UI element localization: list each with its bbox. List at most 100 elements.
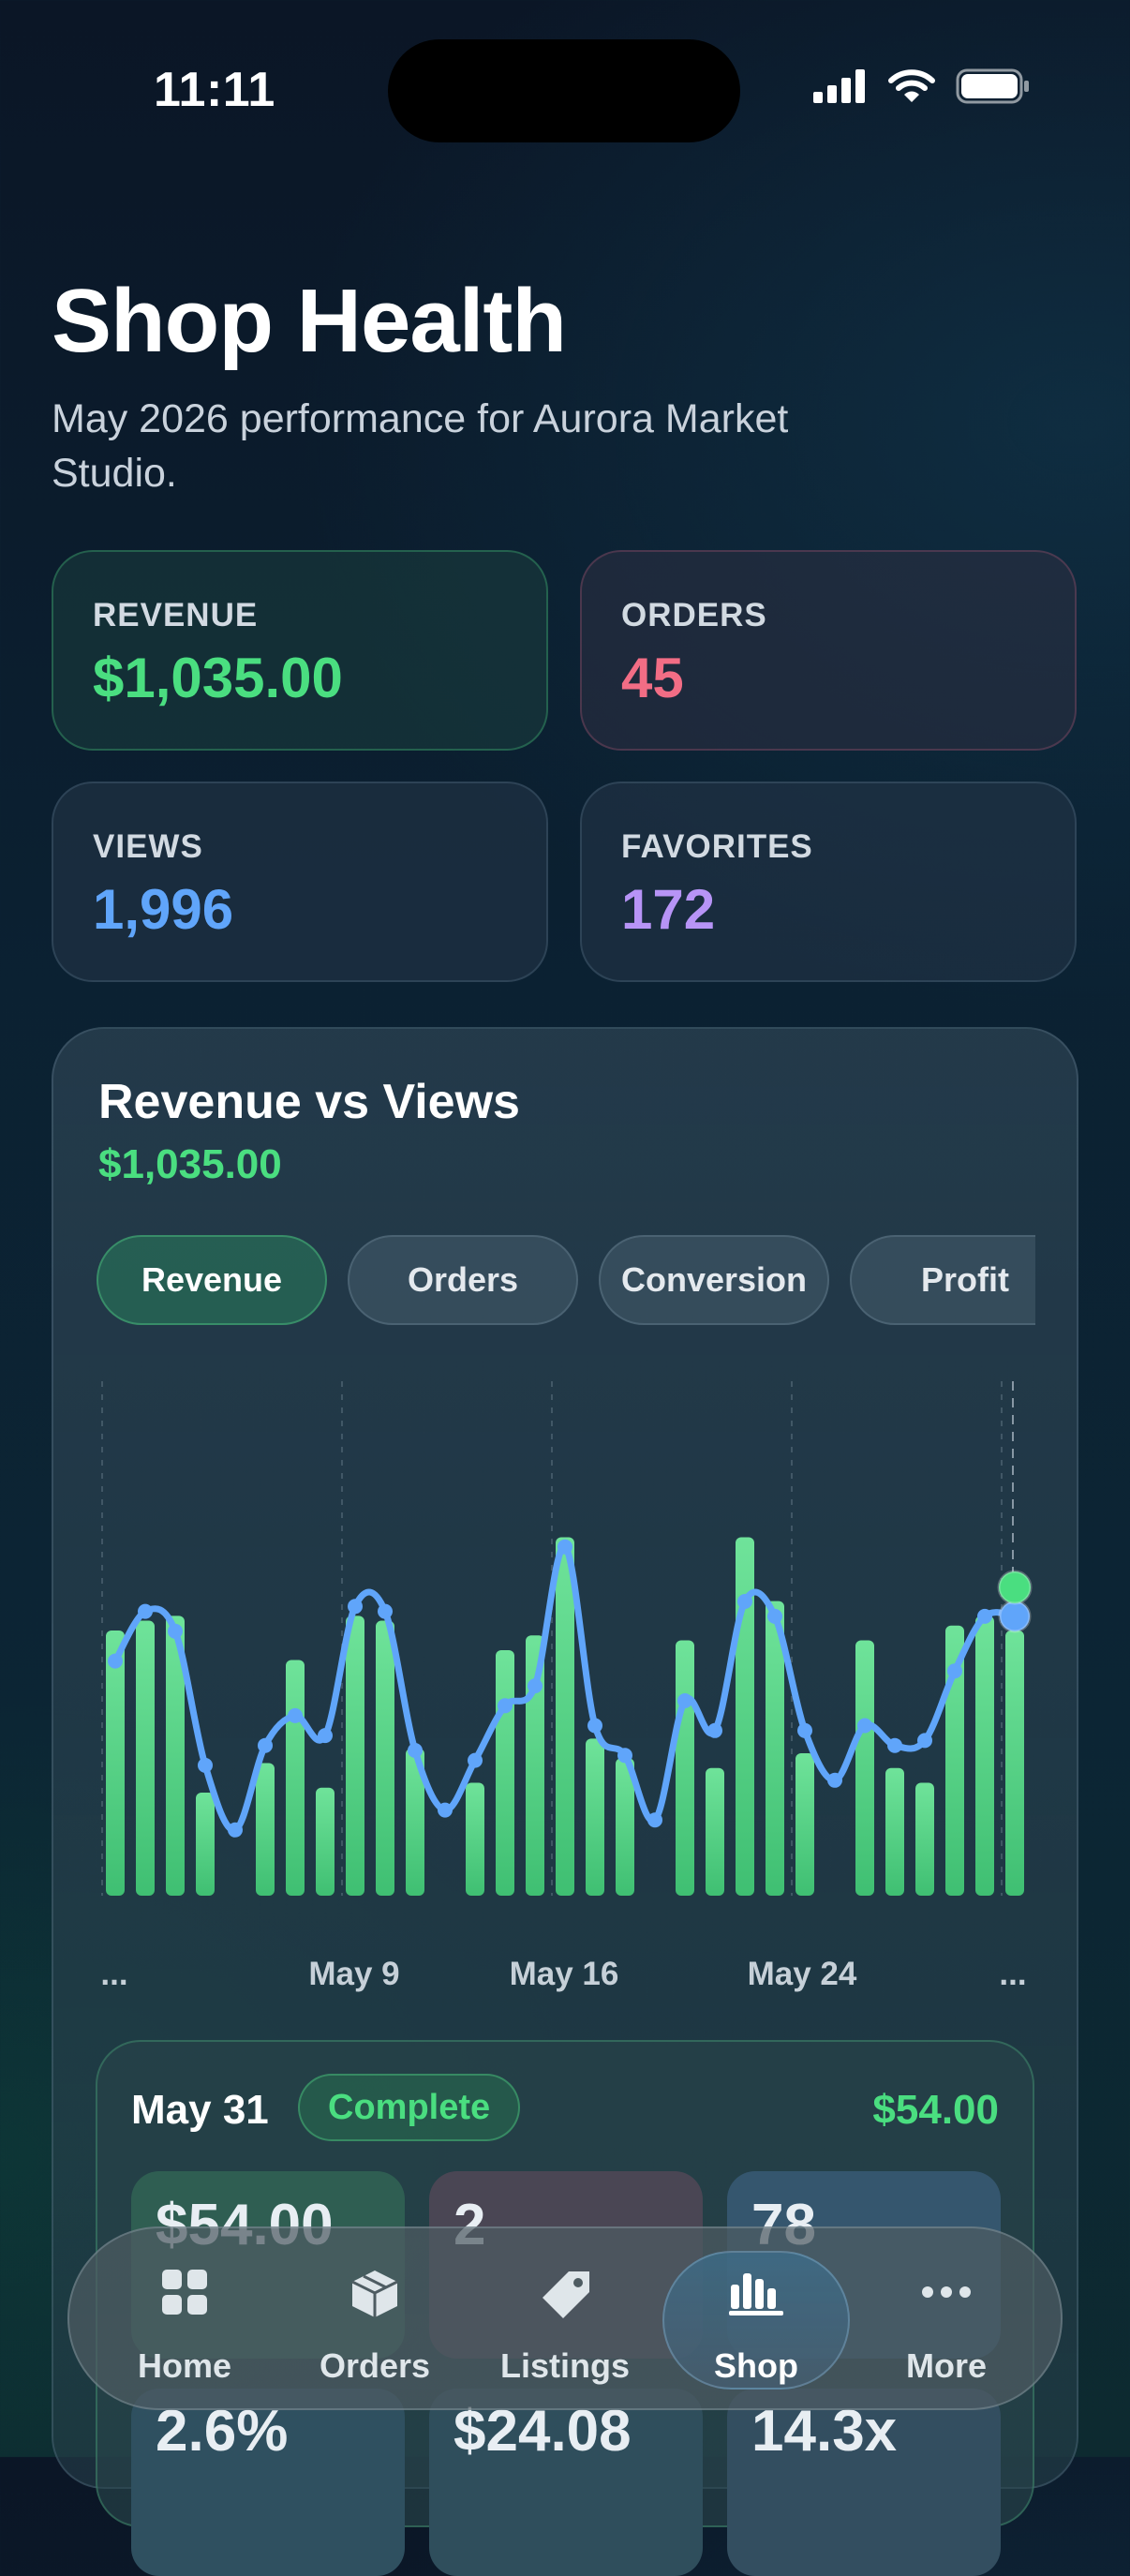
views-point — [707, 1722, 722, 1738]
stat-label: REVENUE — [93, 597, 259, 633]
revenue-bar — [586, 1738, 604, 1896]
views-point — [318, 1728, 333, 1744]
revenue-bar — [676, 1640, 694, 1896]
status-icons — [813, 67, 1031, 105]
views-point — [737, 1594, 752, 1609]
tab-listings[interactable]: Listings — [471, 2228, 659, 2412]
orders-card[interactable]: ORDERS 45 — [580, 550, 1077, 751]
views-point — [647, 1812, 662, 1828]
tab-label: Listings — [499, 2346, 630, 2385]
x-tick-label: ... — [100, 1956, 127, 1992]
status-badge: Complete — [298, 2074, 521, 2141]
x-tick-label: ... — [999, 1956, 1026, 1992]
metric-segmented-control: Revenue Orders Conversion Profit — [97, 1235, 1035, 1329]
revenue-bar — [106, 1630, 125, 1896]
segment-profit[interactable]: Profit — [850, 1235, 1035, 1325]
stat-label: ORDERS — [621, 597, 767, 633]
views-point — [138, 1603, 153, 1619]
stat-value: 45 — [621, 647, 684, 709]
detail-amount: $54.00 — [872, 2087, 999, 2133]
revenue-bar — [256, 1763, 275, 1896]
status-time: 11:11 — [154, 63, 275, 117]
favorites-card[interactable]: FAVORITES 172 — [580, 782, 1077, 982]
detail-ratio-cell: 14.3x — [727, 2389, 1001, 2576]
wifi-icon — [888, 69, 935, 102]
views-point — [258, 1737, 273, 1753]
revenue-bar — [466, 1782, 484, 1896]
revenue-bar — [945, 1625, 964, 1896]
tab-home[interactable]: Home — [91, 2228, 278, 2412]
views-point — [677, 1693, 692, 1708]
tab-bar: Home Orders Listings Shop — [67, 2226, 1063, 2410]
detail-conversion-cell: 2.6% — [131, 2389, 405, 2576]
revenue-views-chart[interactable]: ... May 9 May 16 May 24... — [0, 0, 1130, 2005]
x-tick-label: May 9 — [308, 1956, 399, 1992]
stat-value: 172 — [621, 878, 716, 941]
views-point — [947, 1663, 962, 1679]
revenue-bar — [526, 1635, 544, 1896]
views-point — [617, 1748, 632, 1764]
views-point — [228, 1822, 243, 1838]
revenue-card[interactable]: REVENUE $1,035.00 — [52, 550, 548, 751]
revenue-bar — [915, 1782, 934, 1896]
grid-icon — [162, 2270, 207, 2315]
views-card[interactable]: VIEWS 1,996 — [52, 782, 548, 982]
revenue-bar — [196, 1792, 215, 1896]
revenue-bar — [136, 1620, 155, 1896]
revenue-bar — [855, 1640, 874, 1896]
revenue-bar — [975, 1616, 994, 1896]
revenue-bar — [616, 1758, 634, 1896]
box-icon — [351, 2271, 398, 2317]
revenue-bar — [376, 1620, 394, 1896]
chart-icon — [729, 2273, 783, 2315]
views-point — [168, 1623, 183, 1639]
stat-value: $1,035.00 — [93, 647, 343, 709]
views-point — [108, 1653, 123, 1669]
selected-views-point — [998, 1600, 1032, 1633]
page-subtitle: May 2026 performance for Aurora Market S… — [52, 396, 789, 496]
revenue-bar — [885, 1767, 904, 1896]
tab-label: Orders — [319, 2346, 431, 2385]
revenue-bar — [316, 1787, 335, 1896]
revenue-bar — [795, 1753, 814, 1896]
detail-profit-cell: $24.08 — [429, 2389, 703, 2576]
chart-title: Revenue vs Views — [98, 1075, 520, 1129]
views-point — [198, 1757, 213, 1773]
segment-orders[interactable]: Orders — [348, 1235, 578, 1325]
views-point — [558, 1539, 572, 1555]
views-point — [827, 1772, 842, 1788]
dynamic-island — [388, 39, 740, 142]
views-point — [348, 1599, 363, 1615]
revenue-bar — [1005, 1630, 1024, 1896]
stat-label: VIEWS — [93, 828, 203, 865]
revenue-bar — [556, 1537, 574, 1896]
ellipsis-icon — [922, 2286, 971, 2298]
segment-revenue[interactable]: Revenue — [97, 1235, 327, 1325]
revenue-bar — [766, 1601, 784, 1896]
active-tab-highlight — [662, 2251, 850, 2390]
tab-orders[interactable]: Orders — [281, 2228, 468, 2412]
segment-conversion[interactable]: Conversion — [599, 1235, 829, 1325]
revenue-bar — [166, 1616, 185, 1896]
page-title: Shop Health — [52, 271, 567, 371]
tab-label: Shop — [714, 2346, 798, 2385]
signal-icon — [813, 69, 865, 103]
views-point — [797, 1722, 812, 1738]
views-point — [528, 1678, 543, 1694]
x-tick-label: May 16 — [510, 1956, 619, 1992]
views-point — [587, 1718, 602, 1734]
views-point — [378, 1603, 393, 1619]
x-tick-label: May 24 — [748, 1956, 857, 1992]
views-point — [288, 1707, 303, 1723]
detail-date: May 31 — [131, 2087, 269, 2133]
views-point — [917, 1733, 932, 1749]
revenue-bar — [286, 1660, 305, 1896]
stat-value: 1,996 — [93, 878, 234, 941]
revenue-bar — [346, 1616, 364, 1896]
tab-shop[interactable]: Shop — [662, 2228, 850, 2412]
revenue-bar — [496, 1650, 514, 1896]
views-point — [977, 1608, 992, 1624]
chart-total: $1,035.00 — [98, 1141, 282, 1187]
tab-more[interactable]: More — [853, 2228, 1040, 2412]
battery-icon — [956, 68, 1029, 104]
